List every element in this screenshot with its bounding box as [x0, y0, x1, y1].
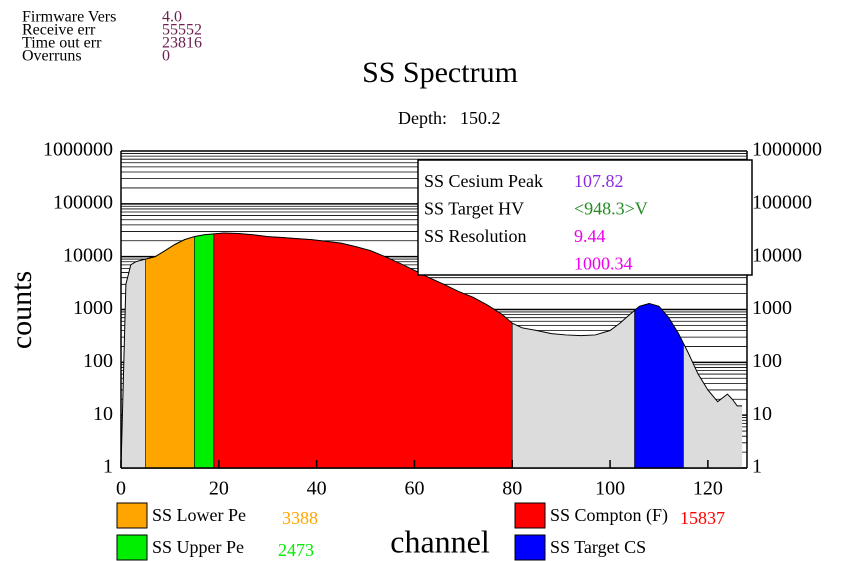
status-value: 4.0 [162, 9, 182, 26]
x-tick-label: 80 [502, 478, 522, 500]
status-label: Time out err [22, 35, 102, 52]
y-axis-label: counts [5, 271, 38, 349]
y-tick-label: 100000 [53, 191, 113, 213]
legend-label: SS Upper Pe [152, 537, 244, 557]
legend-swatch [116, 534, 148, 561]
y-tick-label-right: 1 [752, 456, 762, 478]
y-tick-label: 1000 [73, 297, 113, 319]
legend-swatch [514, 534, 546, 561]
info-label: SS Resolution [424, 226, 527, 246]
depth-value: 150.2 [460, 108, 501, 128]
chart-title: SS Spectrum [362, 56, 518, 89]
status-value: 0 [162, 48, 170, 65]
x-tick-label: 40 [307, 478, 327, 500]
legend-value: 15837 [680, 508, 725, 528]
y-tick-label: 1000000 [43, 139, 113, 161]
legend-label: SS Lower Pe [152, 505, 246, 525]
x-tick-label: 20 [209, 478, 229, 500]
status-value: 23816 [162, 35, 202, 52]
region-fill [634, 303, 684, 469]
legend-label: SS Compton (F) [550, 505, 668, 526]
status-label: Receive err [22, 22, 96, 39]
x-tick-label: 0 [116, 478, 126, 500]
info-value: 9.44 [574, 226, 606, 246]
legend-swatch [514, 502, 546, 529]
info-value: <948.3>V [574, 199, 648, 219]
info-label: SS Cesium Peak [424, 171, 543, 191]
x-axis-label: channel [390, 523, 490, 559]
legend-value: 2473 [278, 540, 314, 560]
spectrum-line [120, 232, 743, 469]
y-tick-label-right: 1000 [752, 297, 792, 319]
status-label: Firmware Vers [22, 9, 116, 26]
y-tick-label-right: 1000000 [752, 139, 822, 161]
legend-label: SS Target CS [550, 537, 646, 557]
info-label: SS Target HV [424, 199, 524, 219]
x-tick-label: 100 [595, 478, 625, 500]
y-tick-label-right: 100 [752, 350, 782, 372]
y-tick-label-right: 100000 [752, 191, 812, 213]
info-value: 107.82 [574, 171, 624, 191]
y-tick-label-right: 10000 [752, 244, 802, 266]
y-tick-label: 100 [83, 350, 113, 372]
y-tick-label: 10 [93, 403, 113, 425]
x-tick-label: 120 [693, 478, 723, 500]
region-fill [194, 233, 215, 469]
x-tick-label: 60 [404, 478, 424, 500]
info-value: 1000.34 [574, 254, 633, 274]
legend-swatch [116, 502, 148, 529]
legend-value: 3388 [282, 508, 318, 528]
region-fill [145, 236, 195, 469]
status-value: 55552 [162, 22, 202, 39]
status-label: Overruns [22, 48, 82, 65]
y-tick-label: 10000 [63, 244, 113, 266]
depth-label: Depth: [398, 108, 447, 128]
info-box [417, 159, 753, 276]
y-tick-label: 1 [103, 456, 113, 478]
y-tick-label-right: 10 [752, 403, 772, 425]
